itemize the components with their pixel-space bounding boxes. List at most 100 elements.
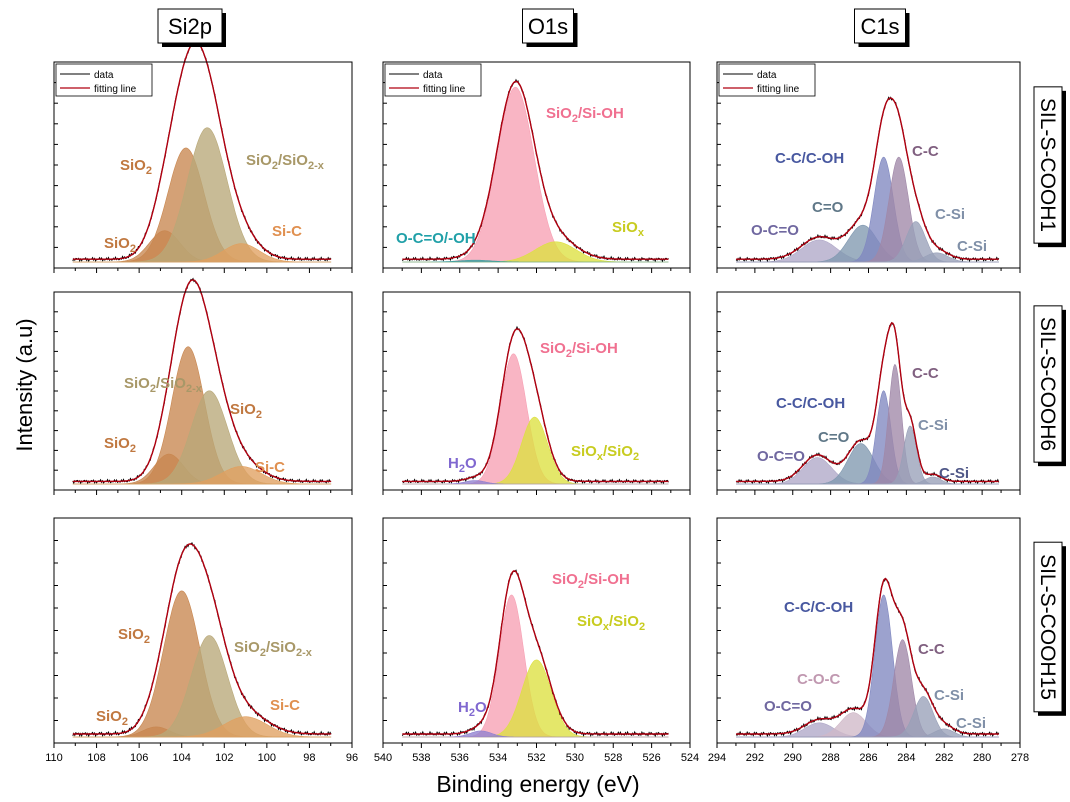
title-box bbox=[854, 8, 906, 44]
fitting-line bbox=[402, 570, 669, 735]
panel-si2p-2: SiO2 SiO2/SiO2-x SiO2 Si-C bbox=[53, 277, 353, 495]
x-tick-label: 526 bbox=[642, 752, 660, 764]
x-tick-label: 96 bbox=[346, 752, 358, 764]
legend-data-label: data bbox=[423, 70, 443, 81]
peak-annotation: SiO2/SiO2-x bbox=[234, 639, 313, 659]
peak-h2o bbox=[402, 480, 669, 485]
x-tick-label: 524 bbox=[681, 752, 699, 764]
row-title-box bbox=[1033, 86, 1063, 244]
panel-o1s-1: data fitting line SiO2/Si-OH SiOx O-C=O/-OH bbox=[382, 61, 691, 273]
peak-annotation: SiO2/Si-OH bbox=[552, 571, 630, 591]
x-tick-label: 536 bbox=[451, 752, 469, 764]
x-tick-label: 532 bbox=[527, 752, 545, 764]
panel-c1s-3: 294 292 290 288 286 284 282 280 278 C-C/C-OH C-C C-… bbox=[708, 517, 1029, 764]
peak-annotation: C-Si bbox=[956, 715, 986, 732]
panel-si2p-1: data fitting line SiO2 SiO2 SiO2/SiO2-x Si-C bbox=[53, 40, 353, 273]
peak-si-c bbox=[72, 716, 332, 738]
panel-c1s-1: data fitting line C-C/C-OH C-C C=O C-Si O-C=O C… bbox=[716, 61, 1021, 273]
legend: data fitting line bbox=[384, 63, 482, 97]
row-title-box bbox=[1033, 305, 1063, 463]
x-tick-label: 110 bbox=[45, 752, 63, 764]
peak-annotation: C-Si bbox=[934, 687, 964, 704]
legend-fit-label: fitting line bbox=[757, 84, 800, 95]
legend-box bbox=[55, 63, 153, 97]
legend: data fitting line bbox=[718, 63, 816, 97]
peak-annotation: SiO2 bbox=[118, 626, 150, 646]
x-tick-label: 286 bbox=[859, 752, 877, 764]
peak-annotation: Si-C bbox=[255, 459, 285, 476]
legend-fit-label: fitting line bbox=[94, 84, 137, 95]
title-box bbox=[157, 8, 223, 44]
x-tick-label: 282 bbox=[935, 752, 953, 764]
peak-annotation: C-C bbox=[912, 143, 939, 160]
x-tick-label: 528 bbox=[604, 752, 622, 764]
row-title: SIL-S-COOH1 bbox=[1036, 98, 1059, 232]
peak-siox-sio2 bbox=[402, 659, 669, 738]
panel-o1s-3: 540 538 536 534 532 530 528 526 524 SiO2/Si-OH SiO… bbox=[374, 517, 699, 764]
title-box bbox=[522, 8, 574, 44]
fitting-line bbox=[736, 97, 999, 260]
peak-annotation: C=O bbox=[812, 199, 844, 216]
peak-annotation: SiO2/SiO2-x bbox=[124, 375, 203, 395]
fitting-line bbox=[72, 543, 332, 735]
fitting-line bbox=[72, 279, 332, 483]
peak-annotation: SiOx/SiO2 bbox=[577, 613, 645, 633]
panel-si2p-3: 110 108 106 104 102 100 98 96 SiO2 SiO2/SiO2-x Si-… bbox=[45, 517, 358, 764]
fitting-line bbox=[402, 80, 669, 260]
x-tick-label: 530 bbox=[566, 752, 584, 764]
x-tick-label: 104 bbox=[173, 752, 191, 764]
legend-data-label: data bbox=[94, 70, 114, 81]
peak-annotation: C-C/C-OH bbox=[775, 150, 844, 167]
column-title: C1s bbox=[860, 14, 899, 39]
y-axis-label: Intensity (a.u) bbox=[12, 318, 37, 451]
peak-c-si bbox=[736, 252, 999, 263]
row-title: SIL-S-COOH6 bbox=[1036, 317, 1059, 451]
panel-c1s-2: C-C C-C/C-OH C-Si C=O O-C=O C-Si bbox=[716, 291, 1021, 495]
peak-o-c-o-oh bbox=[402, 259, 669, 263]
x-tick-label: 106 bbox=[130, 752, 148, 764]
peak-annotation: SiOx/SiO2 bbox=[571, 443, 639, 463]
fitting-line bbox=[736, 322, 999, 483]
peak-annotation: C-Si bbox=[957, 238, 987, 255]
peak-annotation: SiO2 bbox=[120, 157, 152, 177]
peak-annotation: C-C bbox=[912, 365, 939, 382]
peak-annotation: C=O bbox=[818, 429, 850, 446]
peak-annotation: C-O-C bbox=[797, 671, 840, 688]
peak-c-si bbox=[736, 728, 999, 738]
x-tick-label: 288 bbox=[821, 752, 839, 764]
peak-annotation: SiO2/SiO2-x bbox=[246, 152, 325, 172]
x-tick-label: 280 bbox=[973, 752, 991, 764]
x-tick-label: 294 bbox=[708, 752, 726, 764]
x-tick-label: 102 bbox=[215, 752, 233, 764]
peak-si-c bbox=[72, 466, 332, 485]
x-tick-label: 98 bbox=[303, 752, 315, 764]
peak-annotation: C-Si bbox=[918, 417, 948, 434]
x-tick-label: 100 bbox=[258, 752, 276, 764]
column-title: Si2p bbox=[168, 14, 212, 39]
x-tick-label: 538 bbox=[412, 752, 430, 764]
row-title-box bbox=[1033, 541, 1063, 713]
peak-h2o bbox=[402, 730, 669, 738]
peak-annotation: C-Si bbox=[935, 206, 965, 223]
fitting-line bbox=[402, 328, 669, 483]
peak-annotation: Si-C bbox=[272, 223, 302, 240]
panel-o1s-2: SiO2/Si-OH SiOx/SiO2 H2O bbox=[382, 291, 691, 495]
legend-fit-label: fitting line bbox=[423, 84, 466, 95]
x-tick-label: 108 bbox=[87, 752, 105, 764]
x-tick-label: 284 bbox=[897, 752, 915, 764]
legend-box bbox=[384, 63, 482, 97]
legend-data-label: data bbox=[757, 70, 777, 81]
x-tick-label: 278 bbox=[1011, 752, 1029, 764]
x-tick-label: 292 bbox=[746, 752, 764, 764]
peak-annotation: O-C=O bbox=[751, 222, 799, 239]
x-tick-label: 540 bbox=[374, 752, 392, 764]
peak-annotation: SiO2/Si-OH bbox=[540, 340, 618, 360]
peak-annotation: O-C=O/-OH bbox=[396, 230, 476, 247]
x-tick-label: 534 bbox=[489, 752, 507, 764]
fitting-line bbox=[72, 41, 332, 260]
peak-annotation: SiO2 bbox=[230, 401, 262, 421]
peak-annotation: SiOx bbox=[612, 219, 645, 239]
peak-si-c bbox=[72, 243, 332, 263]
peak-annotation: H2O bbox=[458, 699, 487, 719]
peak-annotation: H2O bbox=[448, 455, 477, 475]
